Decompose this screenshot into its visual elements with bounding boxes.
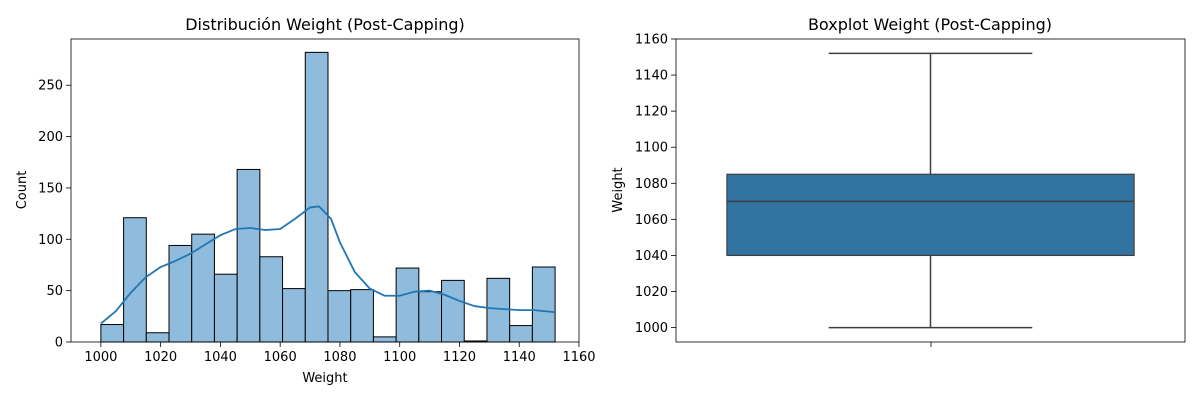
boxplot-y-tick-label: 1060: [635, 213, 668, 228]
histogram-y-tick-label: 250: [38, 79, 63, 94]
histogram-bar: [372, 336, 397, 343]
histogram-x-tick-label: 1000: [84, 350, 117, 365]
histogram-bar: [145, 332, 170, 343]
boxplot-y-tick-label: 1020: [635, 285, 668, 300]
histogram-x-tick-label: 1060: [264, 350, 297, 365]
boxplot-title: Boxplot Weight (Post-Capping): [808, 15, 1052, 34]
histogram-x-tick-label: 1160: [562, 350, 595, 365]
histogram-x-tick-label: 1140: [503, 350, 536, 365]
boxplot-y-ticks: 1000 1020 1040 1060 1080 1100 1120 1140 1160: [635, 33, 676, 336]
histogram-y-tick-label: 0: [55, 336, 63, 351]
histogram-x-tick-label: 1100: [383, 350, 416, 365]
histogram-x-axis-label: Weight: [302, 371, 347, 386]
histogram-bar: [259, 256, 284, 343]
histogram-bar: [350, 289, 374, 343]
histogram-bar: [531, 266, 556, 343]
histogram-bar: [441, 279, 465, 343]
boxplot-y-tick-label: 1160: [635, 33, 668, 48]
histogram-bar: [282, 288, 306, 343]
histogram-x-ticks: 1000 1020 1040 1060 1080 1100 1120 1140 1160: [84, 342, 596, 365]
histogram-y-ticks: 0 50 100 150 200 250: [38, 79, 71, 351]
boxplot-chart: 1000 1020 1040 1060 1080 1100 1120 1140 1160 Box…: [611, 15, 1186, 347]
histogram-y-tick-label: 150: [38, 181, 63, 196]
histogram-y-tick-label: 50: [46, 284, 63, 299]
histogram-bar: [236, 168, 261, 343]
boxplot-box: [726, 173, 1135, 257]
histogram-x-tick-label: 1040: [204, 350, 237, 365]
histogram-title: Distribución Weight (Post-Capping): [185, 15, 465, 34]
histogram-x-tick-label: 1020: [144, 350, 177, 365]
boxplot-y-tick-label: 1000: [635, 321, 668, 336]
histogram-y-tick-label: 100: [38, 233, 63, 248]
histogram-bar: [395, 267, 420, 343]
histogram-chart: 1000 1020 1040 1060 1080 1100 1120 1140 1160 0 50…: [15, 15, 596, 386]
boxplot-plot-frame: [675, 38, 1186, 343]
histogram-bar: [168, 244, 193, 343]
histogram-y-axis-label: Count: [15, 171, 30, 210]
boxplot-y-tick-label: 1100: [635, 141, 668, 156]
kde-line: [100, 205, 556, 325]
boxplot-y-axis-label: Weight: [611, 167, 626, 212]
histogram-plot-frame: [70, 38, 580, 343]
boxplot-y-tick-label: 1140: [635, 69, 668, 84]
histogram-x-tick-label: 1120: [443, 350, 476, 365]
histogram-bar: [509, 325, 533, 343]
boxplot-y-tick-label: 1120: [635, 105, 668, 120]
histogram-bar: [304, 51, 329, 343]
histogram-bars: [100, 51, 556, 343]
histogram-y-tick-label: 200: [38, 130, 63, 145]
histogram-bar: [418, 291, 443, 343]
histogram-bar: [327, 290, 352, 343]
histogram-bar: [213, 273, 238, 343]
boxplot-y-tick-label: 1040: [635, 249, 668, 264]
boxplot-y-tick-label: 1080: [635, 177, 668, 192]
histogram-x-tick-label: 1080: [323, 350, 356, 365]
histogram-bar: [100, 324, 125, 343]
